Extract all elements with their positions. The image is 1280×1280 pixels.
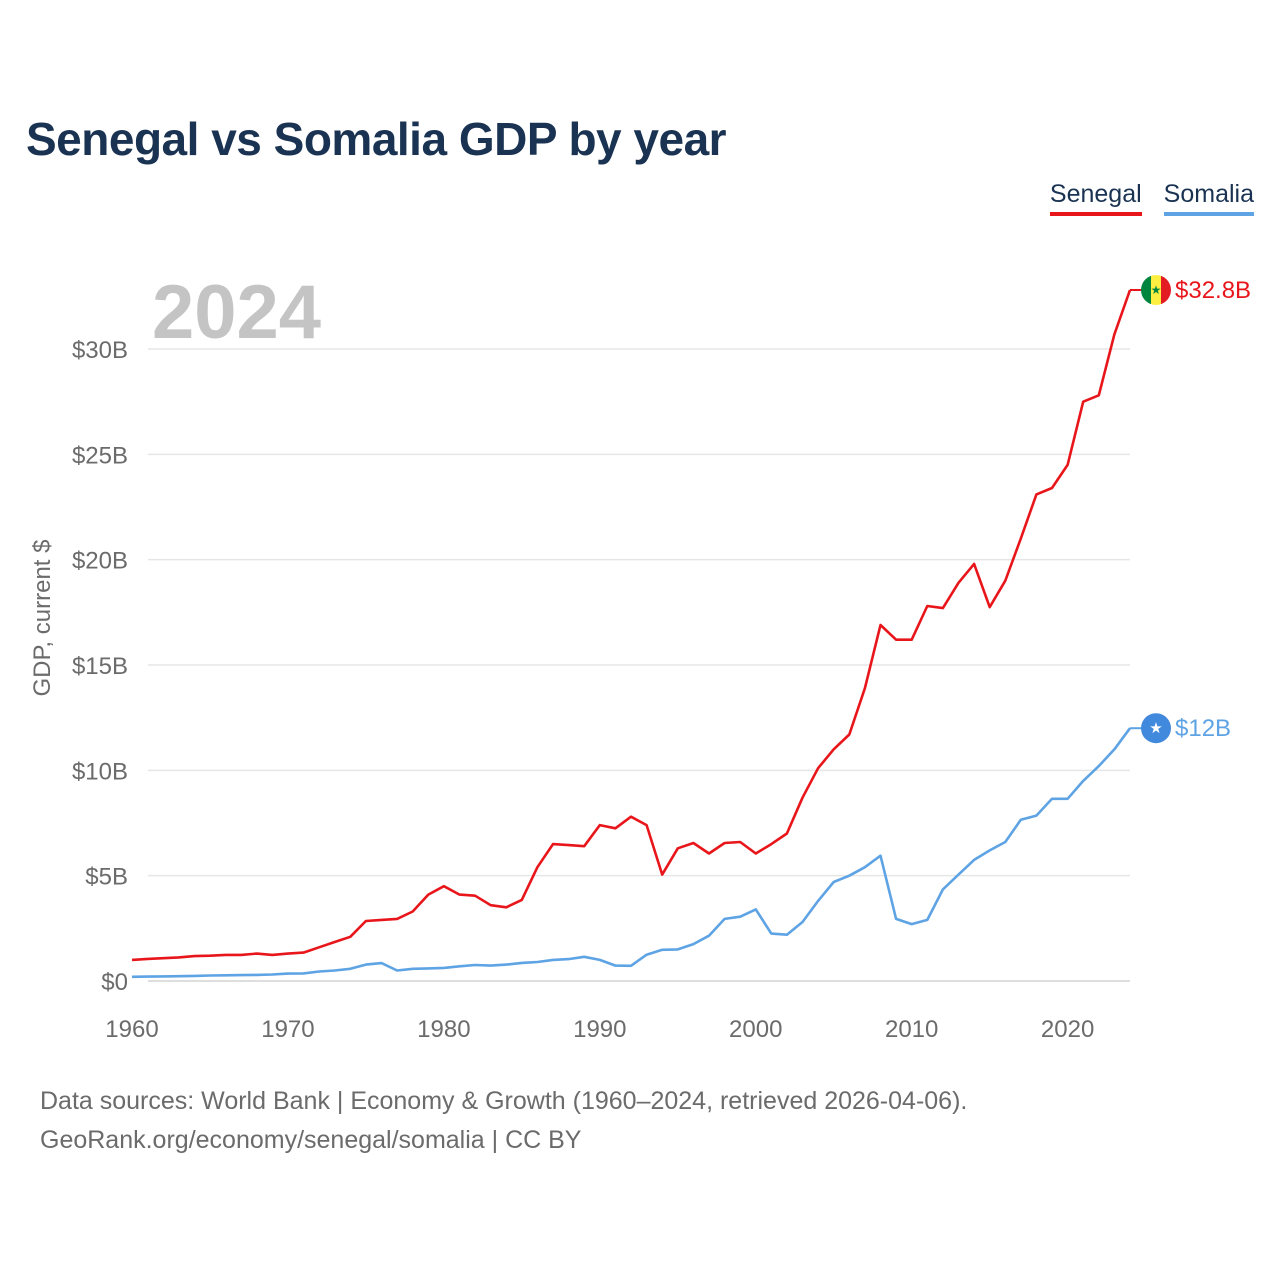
y-axis-ticks: $0 $5B $10B $15B $20B $25B $30B [72, 337, 128, 996]
legend-item-somalia[interactable]: Somalia [1163, 180, 1254, 216]
x-tick-label: 1990 [573, 1016, 626, 1043]
gridlines [148, 348, 1130, 982]
y-tick-label: $15B [72, 653, 128, 680]
y-tick-label: $25B [72, 442, 128, 469]
y-tick-label: $20B [72, 548, 128, 575]
svg-text:★: ★ [1149, 720, 1162, 737]
end-markers: ★ $32.8B ★ $12B [1130, 275, 1251, 744]
x-tick-label: 2000 [729, 1016, 782, 1043]
x-axis-ticks: 1960 1970 1980 1990 2000 2010 2020 [105, 1016, 1094, 1043]
x-tick-label: 1960 [105, 1016, 158, 1043]
legend: Senegal Somalia [1049, 180, 1254, 216]
year-label: 2024 [152, 270, 321, 355]
x-tick-label: 1980 [417, 1016, 470, 1043]
gdp-line-chart: $0$5B$10B$15B$20B$25B$30B 1960 1970 1980 19… [29, 270, 1251, 1043]
chart-title: Senegal vs Somalia GDP by year [26, 113, 727, 165]
x-tick-label: 2020 [1041, 1016, 1094, 1043]
x-tick-label: 1970 [261, 1016, 314, 1043]
footer-sources: Data sources: World Bank | Economy & Gro… [40, 1087, 968, 1115]
footer: Data sources: World Bank | Economy & Gro… [40, 1082, 967, 1160]
legend-item-senegal[interactable]: Senegal [1049, 180, 1142, 216]
senegal-end-value: $32.8B [1175, 277, 1251, 304]
series-lines [131, 289, 1132, 979]
senegal-line [131, 289, 1132, 962]
senegal-flag-icon: ★ [1141, 275, 1171, 306]
y-tick-label: $0 [101, 969, 128, 996]
x-tick-label: 2010 [885, 1016, 938, 1043]
y-tick-label: $5B [85, 864, 128, 891]
svg-text:★: ★ [1151, 283, 1162, 297]
somalia-flag-icon: ★ [1141, 713, 1171, 744]
footer-credit: GeoRank.org/economy/senegal/somalia | CC… [40, 1126, 582, 1154]
y-tick-label: $10B [72, 758, 128, 785]
somalia-end-value: $12B [1175, 715, 1231, 742]
y-axis-label: GDP, current $ [29, 540, 56, 697]
y-tick-label: $30B [72, 337, 128, 364]
somalia-line [131, 727, 1132, 979]
